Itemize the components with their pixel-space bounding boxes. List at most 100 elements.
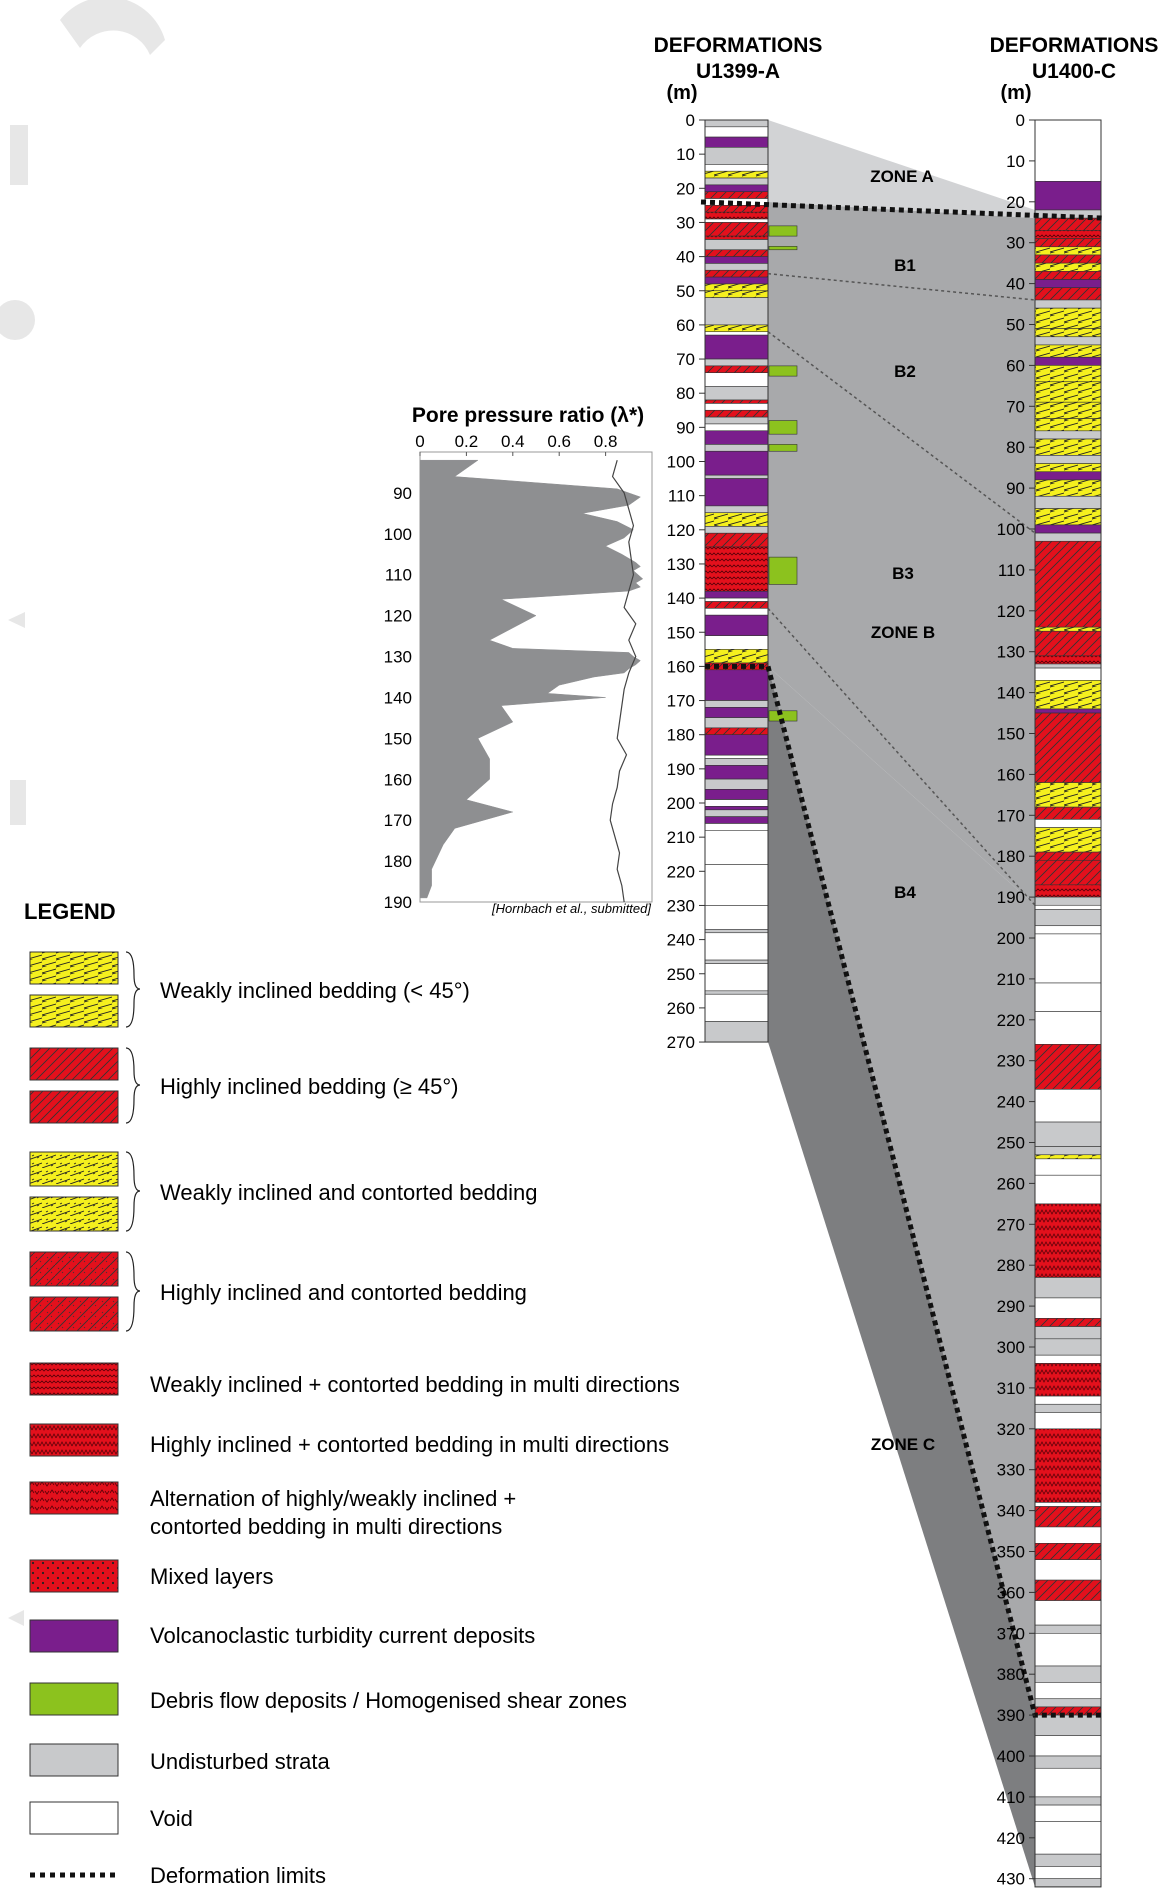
depth-a-tick-label: 210 — [667, 828, 695, 847]
legend-swatch-high-b — [29, 1090, 119, 1124]
pore-chart-citation: [Hornbach et al., submitted] — [491, 901, 651, 916]
core-a-layer — [704, 823, 769, 831]
core-a-layer — [704, 505, 769, 514]
boundary-b2-b3 — [767, 331, 1036, 534]
depth-a-tick-label: 180 — [667, 726, 695, 745]
legend-label-mixed: Mixed layers — [150, 1564, 273, 1589]
legend-brace-high — [125, 1047, 141, 1124]
depth-c-tick-label: 400 — [997, 1747, 1025, 1766]
core-c-layer — [1034, 925, 1102, 935]
core-c-layer — [1034, 827, 1102, 853]
debris-flow-bar — [768, 365, 798, 377]
core-c-layer — [1034, 1154, 1102, 1160]
core-a-layer — [704, 386, 769, 401]
depth-c-tick-label: 230 — [997, 1052, 1025, 1071]
legend-swatch-high-a — [29, 1047, 119, 1081]
pore-x-tick-label: 0 — [415, 432, 424, 451]
core-a-layer — [704, 423, 769, 432]
core-column-u1400c — [1034, 119, 1102, 1888]
legend-label-undisturbed: Undisturbed strata — [150, 1749, 331, 1774]
debris-flow-bar — [768, 420, 798, 435]
depth-c-tick-label: 280 — [997, 1256, 1025, 1275]
depth-a-tick-label: 260 — [667, 999, 695, 1018]
core-a-layer — [704, 324, 769, 333]
subzone-b3-label: B3 — [892, 564, 914, 583]
pore-chart-x-axis: 0 0.2 0.4 0.6 0.8 — [415, 432, 617, 456]
core-c-layer — [1034, 680, 1102, 710]
depth-a-tick-label: 130 — [667, 555, 695, 574]
legend-label-multi-weak: Weakly inclined + contorted bedding in m… — [150, 1372, 680, 1397]
depth-a-tick-label: 10 — [676, 145, 695, 164]
legend-label-highc: Highly inclined and contorted bedding — [160, 1280, 527, 1305]
core-c-layer — [1034, 181, 1102, 211]
core-c-layer — [1034, 1543, 1102, 1560]
core-c-layer — [1034, 1767, 1102, 1798]
legend-brace-weak — [125, 951, 141, 1028]
boundary-b1-b2 — [767, 272, 1036, 301]
core-a-layer — [704, 409, 769, 418]
core-c-layer — [1034, 1526, 1102, 1544]
pore-y-tick-label: 140 — [384, 688, 412, 707]
depth-a-tick-label: 220 — [667, 862, 695, 881]
core-c-layer — [1034, 1804, 1102, 1822]
core-c-layer — [1034, 982, 1102, 1012]
legend-title: LEGEND — [24, 899, 116, 924]
zone-b-polygon — [768, 201, 1035, 906]
core-a-layer — [704, 727, 769, 735]
depth-c-tick-label: 340 — [997, 1502, 1025, 1521]
depth-c-tick-label: 360 — [997, 1583, 1025, 1602]
pore-y-tick-label: 150 — [384, 729, 412, 748]
legend-label-weak: Weakly inclined bedding (< 45°) — [160, 978, 470, 1003]
depth-c-tick-label: 420 — [997, 1829, 1025, 1848]
core-c-layer — [1034, 819, 1102, 828]
pore-y-tick-label: 90 — [393, 484, 412, 503]
subzone-b4-label: B4 — [894, 883, 916, 902]
depth-c-tick-label: 390 — [997, 1706, 1025, 1725]
core-a-layer — [704, 249, 769, 257]
core-c-layer — [1034, 344, 1102, 358]
core-c-layer — [1034, 1121, 1102, 1147]
legend-swatch-highc-a — [29, 1251, 119, 1287]
depth-c-tick-label: 260 — [997, 1174, 1025, 1193]
core-c-layer — [1034, 418, 1102, 432]
legend-brace-weakc — [125, 1151, 141, 1232]
core-a-layer — [704, 809, 769, 817]
core-c-layer — [1034, 1089, 1102, 1123]
core-a-layer — [704, 334, 769, 360]
core-a-layer — [704, 546, 769, 592]
depth-a-tick-label: 100 — [667, 453, 695, 472]
legend-swatch-void — [29, 1801, 119, 1835]
core-a-layer — [704, 430, 769, 445]
pore-y-tick-label: 120 — [384, 607, 412, 626]
core-c-layer — [1034, 1682, 1102, 1700]
core-c-layer — [1034, 1796, 1102, 1806]
core-c-layer — [1034, 1318, 1102, 1327]
core-c-layer — [1034, 626, 1102, 632]
core-a-layer — [704, 905, 769, 930]
depth-c-tick-label: 310 — [997, 1379, 1025, 1398]
depth-c-tick-label: 70 — [1006, 397, 1025, 416]
core-a-layer — [704, 269, 769, 278]
depth-a-tick-label: 60 — [676, 316, 695, 335]
core-a-layer — [704, 635, 769, 650]
core-c-layer — [1034, 1698, 1102, 1708]
legend-label-deformation-limit: Deformation limits — [150, 1863, 326, 1888]
core-a-layer — [704, 416, 769, 425]
core-c-layer — [1034, 1428, 1102, 1503]
core-c-layer — [1034, 381, 1102, 403]
core-a-layer — [704, 959, 769, 964]
depth-c-tick-label: 110 — [998, 561, 1025, 580]
subzone-b2-label: B2 — [894, 362, 916, 381]
core-c-layer — [1034, 1011, 1102, 1045]
core-c-layer — [1034, 336, 1102, 346]
core-c-layer — [1034, 1403, 1102, 1413]
depth-c-tick-label: 120 — [997, 602, 1025, 621]
pore-y-tick-label: 110 — [385, 566, 412, 585]
core-c-layer — [1034, 1506, 1102, 1528]
depth-c-tick-label: 190 — [997, 888, 1025, 907]
depth-c-tick-label: 320 — [997, 1420, 1025, 1439]
core-a-layer — [704, 372, 769, 387]
core-c-layer — [1034, 1633, 1102, 1667]
correlation-lines — [700, 199, 1106, 1718]
legend-brace-highc — [125, 1251, 141, 1332]
